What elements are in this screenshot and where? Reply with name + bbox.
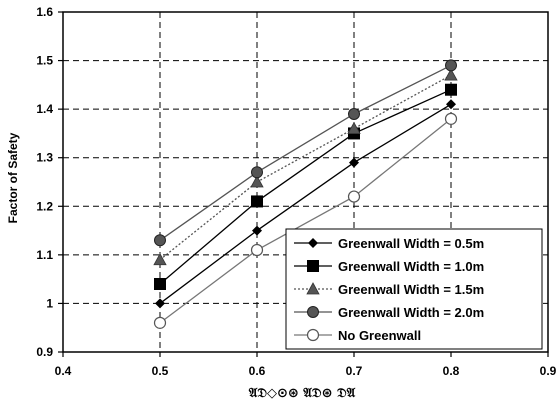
series-1 <box>155 99 456 309</box>
legend: Greenwall Width = 0.5m Greenwall Width = … <box>285 228 543 350</box>
data-point <box>154 278 166 290</box>
legend-label: Greenwall Width = 0.5m <box>338 236 484 251</box>
series-line <box>159 118 452 324</box>
x-tick-label: 0.9 <box>540 364 557 378</box>
legend-entry: No Greenwall <box>294 328 421 343</box>
x-tick-label: 0.4 <box>55 364 72 378</box>
x-tick-label: 0.7 <box>346 364 363 378</box>
legend-entry: Greenwall Width = 1.0m <box>294 259 484 274</box>
legend-entry: Greenwall Width = 1.5m <box>294 282 484 297</box>
legend-label: Greenwall Width = 1.5m <box>338 282 484 297</box>
series-line <box>159 64 452 241</box>
y-tick-label: 1.1 <box>36 248 53 262</box>
legend-box <box>285 228 543 350</box>
x-tick-labels: 0.4 0.5 0.6 0.7 0.8 0.9 <box>55 364 557 378</box>
data-point <box>155 298 165 309</box>
data-point <box>250 175 264 188</box>
data-point <box>445 83 457 96</box>
data-point <box>153 252 167 266</box>
legend-marker <box>306 282 320 295</box>
data-point <box>153 316 167 329</box>
legend-marker <box>307 306 319 318</box>
y-tick-label: 1.4 <box>36 102 53 116</box>
y-tick-label: 1.2 <box>36 199 53 213</box>
data-point <box>444 68 458 81</box>
y-tick-label: 1.5 <box>36 54 53 68</box>
data-point <box>444 112 458 125</box>
legend-marker <box>307 260 319 272</box>
y-tick-label: 1.6 <box>36 5 53 19</box>
x-tick-label: 0.5 <box>152 364 169 378</box>
series-group <box>153 59 458 329</box>
x-tick-label: 0.6 <box>249 364 266 378</box>
data-point <box>347 190 361 203</box>
legend-label: Greenwall Width = 1.0m <box>338 259 484 274</box>
x-tick-label: 0.8 <box>443 364 460 378</box>
plot-frame <box>62 11 549 353</box>
series-line <box>159 103 452 304</box>
legend-marker <box>306 328 320 342</box>
legend-entry: Greenwall Width = 2.0m <box>294 305 484 320</box>
y-tick-labels: 0.9 1 1.1 1.2 1.3 1.4 1.5 1.6 <box>36 5 53 359</box>
legend-label: Greenwall Width = 2.0m <box>338 305 484 320</box>
x-axis-title: 𝔄𝔇◇⊙⊛ 𝔄𝔇⊛ 𝔇𝔄 <box>248 386 356 401</box>
legend-marker <box>308 238 318 248</box>
data-point <box>349 157 359 168</box>
series-line <box>159 89 452 285</box>
data-point <box>250 243 264 257</box>
data-point <box>445 59 457 72</box>
y-tick-label: 1.3 <box>36 151 53 165</box>
y-tick-label: 0.9 <box>36 345 53 359</box>
y-tick-label: 1 <box>46 296 53 310</box>
data-point <box>251 166 263 179</box>
axes <box>58 11 549 357</box>
data-point <box>348 108 360 120</box>
data-point <box>347 121 361 134</box>
series-5 <box>153 112 458 329</box>
legend-label: No Greenwall <box>338 328 421 343</box>
data-point <box>154 234 166 247</box>
series-3 <box>153 68 458 266</box>
y-axis-title: Factor of Safety <box>6 132 20 223</box>
legend-entry: Greenwall Width = 0.5m <box>294 236 484 251</box>
data-point <box>252 225 262 236</box>
data-point <box>446 99 456 110</box>
data-point <box>251 195 263 208</box>
series-4 <box>154 59 457 247</box>
